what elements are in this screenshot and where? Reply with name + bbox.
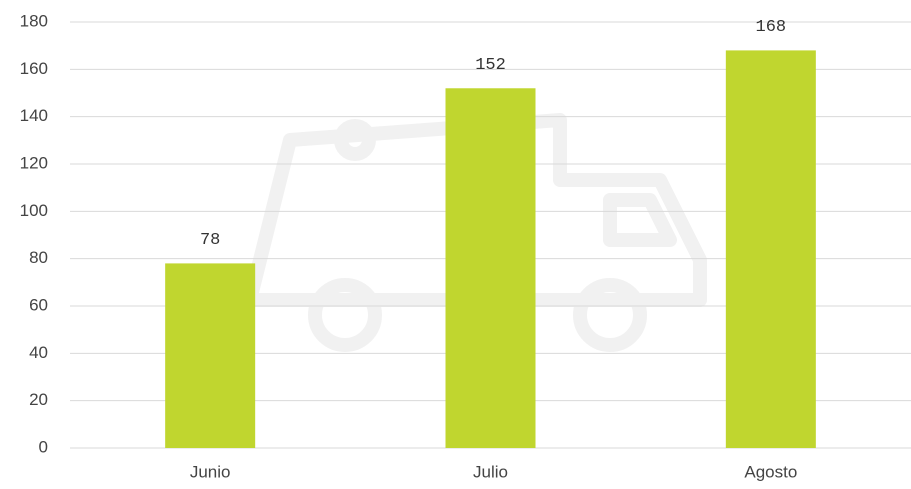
x-tick-label: Agosto	[744, 462, 797, 481]
watermark	[243, 113, 707, 352]
data-label: 78	[200, 231, 220, 250]
y-tick-label: 20	[29, 390, 48, 409]
y-tick-label: 80	[29, 248, 48, 267]
y-tick-label: 60	[29, 295, 48, 314]
data-label: 152	[475, 56, 506, 75]
bar	[725, 50, 816, 449]
bar	[165, 263, 256, 448]
y-tick-label: 120	[20, 153, 48, 172]
y-tick-label: 100	[20, 201, 48, 220]
y-tick-label: 160	[20, 59, 48, 78]
y-tick-label: 140	[20, 106, 48, 125]
x-tick-label: Julio	[473, 462, 508, 481]
data-label: 168	[756, 18, 787, 37]
x-tick-label: Junio	[190, 462, 231, 481]
y-tick-label: 180	[20, 11, 48, 30]
bar	[445, 88, 536, 449]
y-tick-label: 40	[29, 343, 48, 362]
y-tick-label: 0	[39, 437, 48, 456]
